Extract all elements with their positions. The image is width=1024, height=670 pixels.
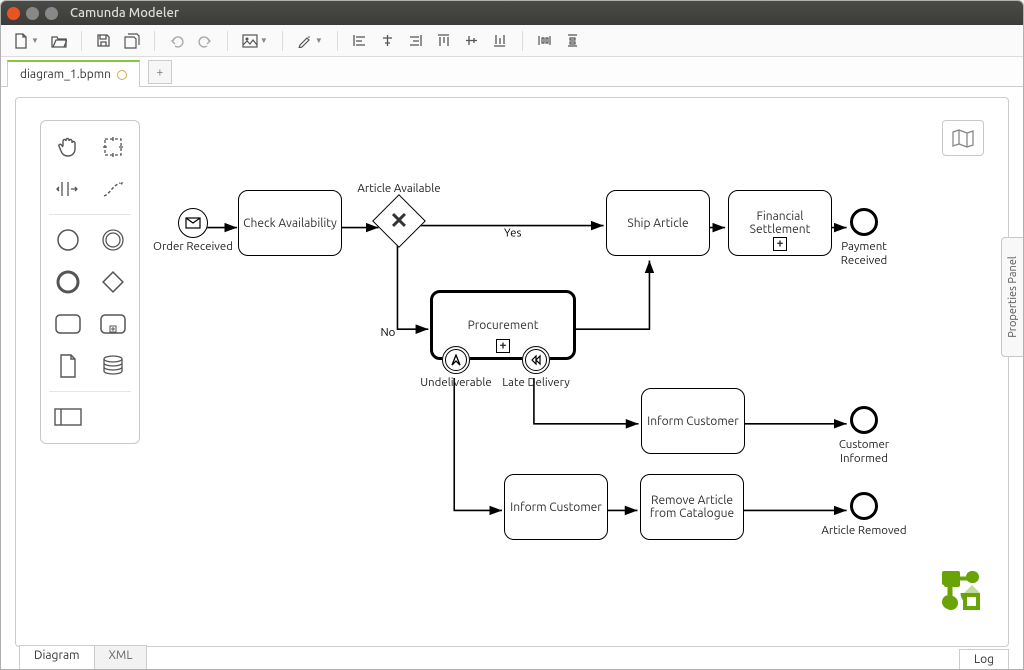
align-center-h-button[interactable] <box>376 29 400 53</box>
toolbar-separator <box>337 31 338 51</box>
task-fin[interactable]: Financial Settlement+ <box>728 190 832 256</box>
log-toggle-button[interactable]: Log <box>959 649 1009 669</box>
expand-marker-icon: + <box>496 339 510 353</box>
align-top-button[interactable] <box>432 29 456 53</box>
window-close-button[interactable] <box>7 7 20 20</box>
tab-xml[interactable]: XML <box>94 645 148 669</box>
node-label: Late Delivery <box>494 376 578 390</box>
window-title: Camunda Modeler <box>70 6 179 20</box>
redo-button[interactable] <box>193 29 217 53</box>
unsaved-indicator-icon <box>117 70 127 80</box>
gateway-gw[interactable]: ✕ <box>380 202 418 240</box>
toolbar-separator <box>282 31 283 51</box>
toolbar-separator <box>154 31 155 51</box>
file-tab-label: diagram_1.bpmn <box>20 68 111 81</box>
titlebar: Camunda Modeler <box>1 1 1023 25</box>
task-ship[interactable]: Ship Article <box>606 190 710 256</box>
node-label: Customer Informed <box>819 438 909 467</box>
align-left-button[interactable] <box>348 29 372 53</box>
color-picker-button[interactable] <box>293 29 317 53</box>
distribute-v-button[interactable] <box>561 29 585 53</box>
distribute-h-button[interactable] <box>533 29 557 53</box>
align-bottom-button[interactable] <box>488 29 512 53</box>
properties-panel-toggle[interactable]: Properties Panel <box>1001 237 1023 357</box>
diagram-canvas[interactable]: Yes No Order ReceivedCheck Availability ✕ Ar… <box>16 98 1008 646</box>
save-all-button[interactable] <box>120 29 144 53</box>
boundary-event-late[interactable] <box>522 346 550 374</box>
task-checkAvail[interactable]: Check Availability <box>238 190 342 256</box>
node-label: Article Available <box>344 182 454 196</box>
toolbar-separator <box>227 31 228 51</box>
node-label: Payment Received <box>819 240 909 269</box>
chevron-down-icon[interactable]: ▼ <box>31 36 39 45</box>
chevron-down-icon[interactable]: ▼ <box>315 36 323 45</box>
align-right-button[interactable] <box>404 29 428 53</box>
window-maximize-button[interactable] <box>45 7 58 20</box>
svg-text:No: No <box>381 326 396 339</box>
new-file-button[interactable] <box>9 29 33 53</box>
expand-marker-icon: + <box>773 237 787 251</box>
task-inform2[interactable]: Inform Customer <box>504 474 608 540</box>
tab-diagram[interactable]: Diagram <box>19 645 95 669</box>
end-event-endRem[interactable] <box>850 492 878 520</box>
undo-button[interactable] <box>165 29 189 53</box>
main-toolbar: ▼ ▼ ▼ <box>1 25 1023 57</box>
node-label: Order Received <box>148 240 238 254</box>
window-minimize-button[interactable] <box>26 7 39 20</box>
bpmn-io-logo <box>940 569 984 616</box>
start-event-start[interactable] <box>178 208 208 238</box>
add-tab-button[interactable]: + <box>148 60 172 84</box>
boundary-event-undeliv[interactable] <box>442 346 470 374</box>
end-event-endPay[interactable] <box>850 208 878 236</box>
image-export-button[interactable] <box>238 29 262 53</box>
toolbar-separator <box>522 31 523 51</box>
align-center-v-button[interactable] <box>460 29 484 53</box>
canvas-frame: Yes No Order ReceivedCheck Availability ✕ Ar… <box>15 97 1009 647</box>
chevron-down-icon[interactable]: ▼ <box>260 36 268 45</box>
node-label: Undeliverable <box>414 376 498 390</box>
svg-text:Yes: Yes <box>504 227 521 240</box>
toolbar-separator <box>81 31 82 51</box>
node-label: Article Removed <box>819 524 909 538</box>
editor-mode-tabs: Diagram XML <box>19 645 146 669</box>
open-file-button[interactable] <box>47 29 71 53</box>
task-remove[interactable]: Remove Article from Catalogue <box>640 474 744 540</box>
workspace: Yes No Order ReceivedCheck Availability ✕ Ar… <box>1 87 1023 669</box>
task-inform1[interactable]: Inform Customer <box>641 388 745 454</box>
end-event-endCust[interactable] <box>850 406 878 434</box>
app-window: Camunda Modeler ▼ ▼ ▼ diagram_1.bpmn + <box>0 0 1024 670</box>
file-tab-bar: diagram_1.bpmn + <box>1 57 1023 87</box>
properties-panel-label: Properties Panel <box>1007 256 1019 338</box>
save-button[interactable] <box>92 29 116 53</box>
file-tab[interactable]: diagram_1.bpmn <box>7 60 140 87</box>
